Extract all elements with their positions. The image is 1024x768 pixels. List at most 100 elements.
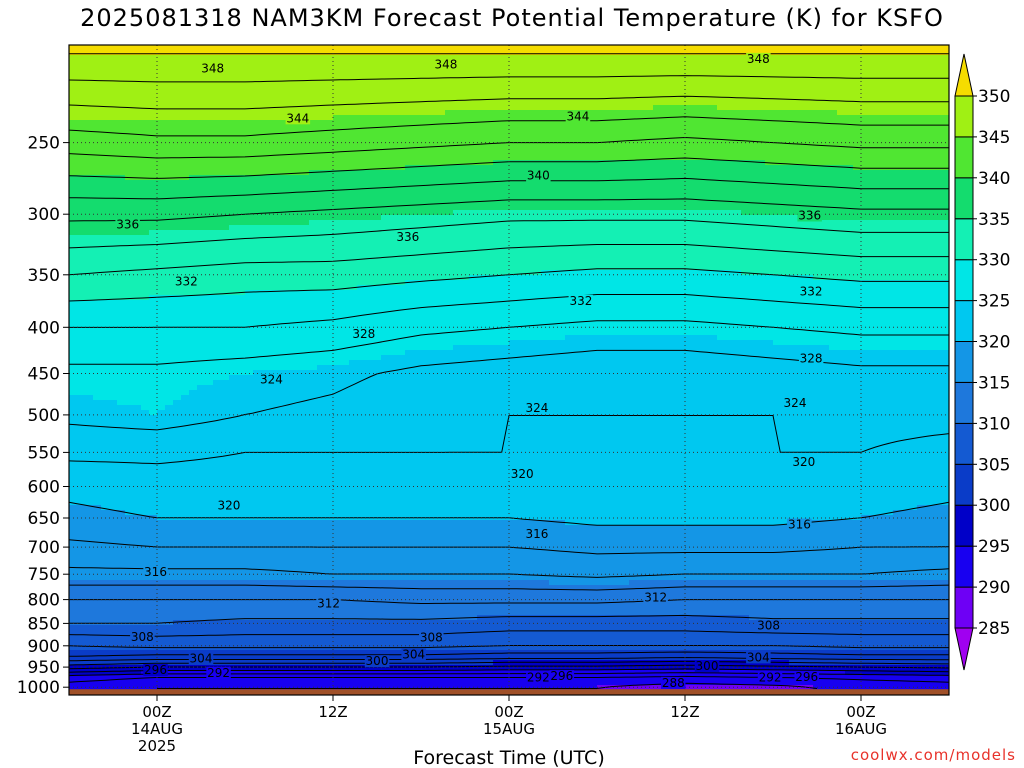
field-cell (181, 260, 190, 266)
field-cell (133, 255, 142, 261)
field-cell (405, 250, 414, 256)
field-cell (765, 255, 774, 261)
field-cell (397, 215, 406, 221)
field-cell (309, 230, 318, 236)
field-cell (741, 130, 750, 136)
field-cell (221, 180, 230, 186)
field-cell (501, 185, 510, 191)
field-cell (677, 185, 686, 191)
field-cell (749, 250, 758, 256)
field-cell (717, 100, 726, 106)
field-cell (333, 160, 342, 166)
field-cell (117, 135, 126, 141)
field-cell (885, 175, 894, 181)
field-cell (869, 210, 878, 216)
field-cell (837, 155, 846, 161)
field-cell (917, 70, 926, 76)
field-cell (845, 260, 854, 266)
field-cell (933, 155, 942, 161)
field-cell (205, 205, 214, 211)
field-cell (277, 85, 286, 91)
field-cell (837, 55, 846, 61)
field-cell (845, 250, 854, 256)
field-cell (653, 50, 662, 56)
field-cell (901, 50, 910, 56)
field-cell (501, 65, 510, 71)
field-cell (197, 150, 206, 156)
field-cell (877, 45, 886, 51)
field-cell (829, 170, 838, 176)
field-cell (157, 215, 166, 221)
field-cell (85, 220, 94, 226)
field-cell (909, 125, 918, 131)
field-cell (253, 250, 262, 256)
field-cell (461, 125, 470, 131)
field-cell (845, 135, 854, 141)
field-cell (461, 80, 470, 86)
field-cell (109, 65, 118, 71)
field-cell (629, 180, 638, 186)
field-cell (901, 135, 910, 141)
field-cell (325, 80, 334, 86)
field-cell (69, 145, 78, 151)
field-cell (877, 125, 886, 131)
field-cell (789, 230, 798, 236)
field-cell (765, 240, 774, 246)
field-cell (277, 215, 286, 221)
field-cell (653, 55, 662, 61)
field-cell (933, 180, 942, 186)
field-cell (341, 235, 350, 241)
field-cell (597, 135, 606, 141)
field-cell (829, 115, 838, 121)
field-cell (269, 165, 278, 171)
field-cell (93, 210, 102, 216)
field-cell (485, 200, 494, 206)
field-cell (357, 190, 366, 196)
field-cell (373, 155, 382, 161)
field-cell (501, 75, 510, 81)
field-cell (373, 105, 382, 111)
field-cell (157, 115, 166, 121)
field-cell (909, 160, 918, 166)
field-cell (333, 95, 342, 101)
field-cell (549, 65, 558, 71)
field-cell (685, 115, 694, 121)
field-cell (757, 230, 766, 236)
field-cell (661, 60, 670, 66)
field-cell (325, 175, 334, 181)
field-cell (645, 130, 654, 136)
field-cell (925, 85, 934, 91)
field-cell (461, 155, 470, 161)
field-cell (85, 215, 94, 221)
field-cell (149, 85, 158, 91)
field-cell (301, 220, 310, 226)
field-cell (341, 220, 350, 226)
field-cell (101, 245, 110, 251)
field-cell (373, 225, 382, 231)
field-cell (861, 180, 870, 186)
field-cell (77, 265, 86, 271)
field-cell (805, 245, 814, 251)
field-cell (253, 195, 262, 201)
field-cell (157, 110, 166, 116)
field-cell (261, 75, 270, 81)
field-cell (597, 150, 606, 156)
field-cell (909, 205, 918, 211)
field-cell (805, 195, 814, 201)
field-cell (765, 190, 774, 196)
field-cell (605, 120, 614, 126)
field-cell (869, 150, 878, 156)
field-cell (381, 260, 390, 266)
field-cell (141, 50, 150, 56)
field-cell (669, 170, 678, 176)
field-cell (797, 100, 806, 106)
field-cell (861, 250, 870, 256)
field-cell (85, 270, 94, 276)
field-cell (165, 55, 174, 61)
field-cell (77, 135, 86, 141)
field-cell (373, 110, 382, 116)
field-cell (813, 135, 822, 141)
field-cell (533, 155, 542, 161)
field-cell (261, 220, 270, 226)
field-cell (269, 245, 278, 251)
